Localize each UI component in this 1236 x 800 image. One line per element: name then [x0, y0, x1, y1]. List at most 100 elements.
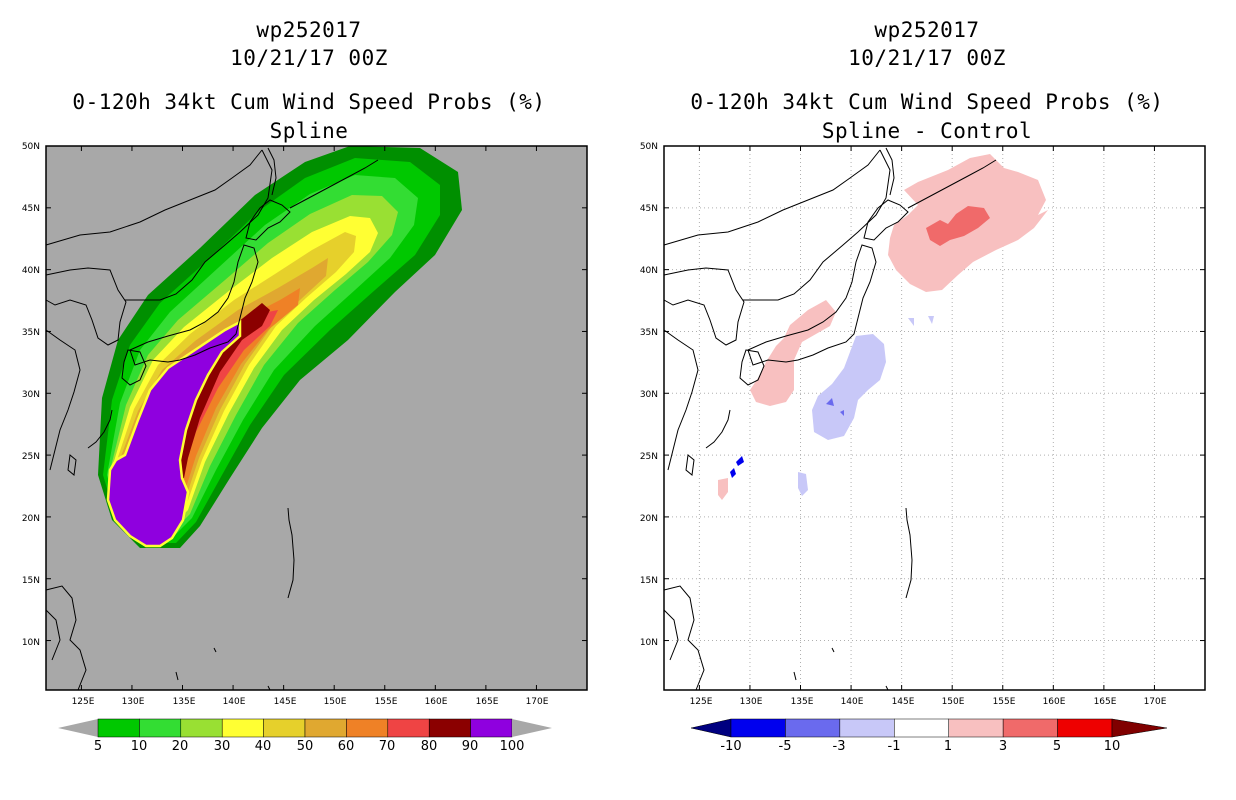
lon-label: 155E	[993, 697, 1016, 707]
lon-label: 150E	[942, 697, 965, 707]
colorbar-label: 50	[297, 739, 314, 754]
colorbar-bin	[139, 718, 182, 738]
longitude-labels: 125E 130E 135E 140E 145E 150E 155E 160E …	[690, 697, 1167, 707]
colorbar: 5 10 20 30 40 50 60 70 80 90 100	[58, 718, 552, 754]
coast-ryukyu	[87, 409, 113, 449]
product-title: 0-120h 34kt Cum Wind Speed Probs (%)	[690, 90, 1164, 114]
lat-label: 45N	[22, 204, 40, 214]
probability-panel: wp252017 10/21/17 00Z 0-120h 34kt Cum Wi…	[22, 18, 588, 754]
colorbar-label: -5	[779, 739, 792, 754]
lat-label: 25N	[640, 452, 658, 462]
coast-korea	[663, 267, 745, 346]
coast-honshu	[747, 244, 877, 366]
lon-label: 135E	[791, 697, 814, 707]
colorbar-bin	[97, 718, 140, 738]
colorbar-low-arrow	[58, 719, 98, 737]
coast-china	[663, 329, 699, 471]
colorbar-bin	[839, 718, 895, 738]
colorbar-label: 5	[1053, 739, 1061, 754]
colorbar-label: 30	[214, 739, 231, 754]
lon-label: 160E	[425, 697, 448, 707]
lat-label: 15N	[22, 576, 40, 586]
map-frame	[663, 145, 1206, 691]
lat-label: 35N	[640, 328, 658, 338]
colorbar-bin	[894, 718, 949, 738]
diff-positive-north-core	[926, 206, 990, 246]
lon-label: 135E	[173, 697, 196, 707]
diff-positive-small	[718, 478, 728, 500]
colorbar-label: 90	[462, 739, 479, 754]
colorbar-label: 10	[131, 739, 148, 754]
colorbar-bin	[470, 718, 513, 738]
colorbar-label: 70	[379, 739, 396, 754]
lon-label: 165E	[476, 697, 499, 707]
colorbar-label: 40	[255, 739, 272, 754]
lat-label: 20N	[640, 514, 658, 524]
lat-label: 40N	[22, 266, 40, 276]
panel-subtitle: Spline - Control	[821, 119, 1033, 143]
lat-label: 50N	[22, 142, 40, 152]
coast-sakhalin	[885, 147, 895, 196]
coastlines	[663, 147, 997, 691]
colorbar-bin	[948, 718, 1004, 738]
lon-label: 150E	[324, 697, 347, 707]
coast-sakhalin	[267, 147, 277, 196]
colorbar-bin	[730, 718, 786, 738]
coast-ryukyu	[705, 409, 731, 449]
longitude-labels: 125E 130E 135E 140E 145E 150E 155E 160E …	[72, 697, 549, 707]
forecast-datetime: 10/21/17 00Z	[848, 46, 1006, 70]
colorbar-bin	[180, 718, 223, 738]
lon-label: 155E	[375, 697, 398, 707]
coast-kyushu	[121, 349, 147, 386]
diff-negative-south	[812, 334, 886, 440]
colorbar-high-arrow	[512, 719, 552, 737]
coast-manchuria	[45, 149, 273, 301]
colorbar-bin	[387, 718, 430, 738]
lon-label: 125E	[690, 697, 713, 707]
colorbar-label: -1	[888, 739, 901, 754]
coast-korea	[45, 267, 127, 346]
colorbar-label: -3	[833, 739, 846, 754]
product-title: 0-120h 34kt Cum Wind Speed Probs (%)	[72, 90, 546, 114]
lon-label: 140E	[841, 697, 864, 707]
lon-label: 145E	[892, 697, 915, 707]
difference-panel: wp252017 10/21/17 00Z 0-120h 34kt Cum Wi…	[618, 0, 1236, 800]
lon-label: 170E	[526, 697, 549, 707]
colorbar-bin	[221, 718, 264, 738]
colorbar-bin	[1002, 718, 1058, 738]
axis-ticks	[46, 145, 587, 690]
coast-china	[45, 329, 81, 471]
colorbar-low-arrow	[690, 718, 732, 738]
coast-philippines	[663, 585, 705, 691]
coastlines	[45, 147, 379, 691]
map-frame	[45, 145, 588, 691]
lon-label: 140E	[223, 697, 246, 707]
coast-taiwan	[67, 454, 77, 476]
storm-id: wp252017	[256, 18, 362, 42]
lon-label: 165E	[1094, 697, 1117, 707]
coast-honshu	[129, 244, 259, 366]
coast-kyushu	[739, 349, 765, 386]
colorbar-high-arrow	[1111, 718, 1168, 738]
coast-philippines	[45, 585, 87, 691]
lon-label: 130E	[122, 697, 145, 707]
lat-label: 10N	[22, 638, 40, 648]
colorbar-bin	[263, 718, 306, 738]
coast-kurils	[907, 159, 997, 209]
lat-label: 40N	[640, 266, 658, 276]
lon-label: 170E	[1144, 697, 1167, 707]
colorbar-bin	[304, 718, 347, 738]
colorbar-label: 20	[172, 739, 189, 754]
colorbar-label: 5	[94, 739, 102, 754]
lon-label: 160E	[1043, 697, 1066, 707]
colorbar-bin	[428, 718, 471, 738]
coast-hokkaido	[245, 199, 291, 241]
lat-label: 20N	[22, 514, 40, 524]
colorbar-label: 80	[421, 739, 438, 754]
difference-map: 10N 15N 20N 25N 30N 35N 40N 45N 50N 125E…	[640, 142, 1206, 754]
colorbar: -10 -5 -3 -1 1 3 5 10	[690, 718, 1168, 754]
colorbar-bin	[346, 718, 389, 738]
colorbar-label: 10	[1104, 739, 1121, 754]
lon-label: 125E	[72, 697, 95, 707]
coast-marianas	[287, 507, 295, 599]
